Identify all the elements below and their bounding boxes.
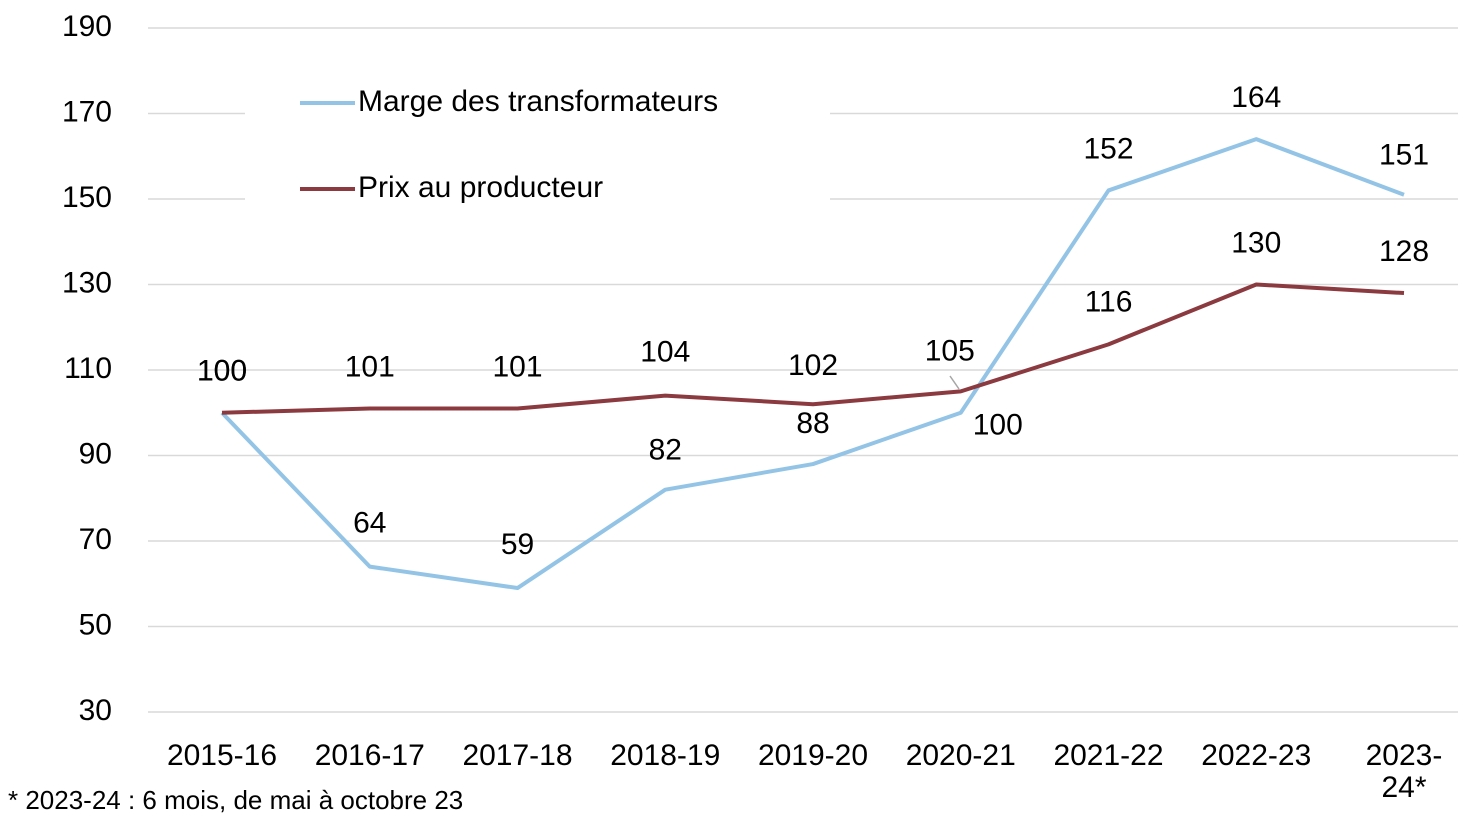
data-label: 101 bbox=[345, 350, 395, 383]
data-label: 105 bbox=[925, 334, 975, 367]
legend-box bbox=[245, 72, 830, 222]
data-label: 59 bbox=[501, 528, 534, 561]
series-line bbox=[221, 282, 1405, 415]
y-tick-label: 170 bbox=[62, 95, 112, 128]
data-label: 130 bbox=[1231, 226, 1281, 259]
leader-line bbox=[949, 375, 960, 390]
data-label: 101 bbox=[492, 350, 542, 383]
data-label: 64 bbox=[353, 507, 386, 540]
x-tick-label: 2018-19 bbox=[610, 739, 721, 772]
y-tick-label: 110 bbox=[64, 352, 112, 385]
y-tick-label: 130 bbox=[62, 266, 112, 299]
y-tick-label: 30 bbox=[79, 694, 112, 727]
series-line bbox=[220, 137, 1405, 591]
x-tick-label: 2020-21 bbox=[905, 739, 1016, 772]
data-label: 100 bbox=[197, 355, 247, 388]
y-tick-label: 50 bbox=[79, 608, 112, 641]
y-tick-label: 90 bbox=[79, 437, 112, 470]
data-label: 82 bbox=[649, 434, 682, 467]
y-tick-label: 190 bbox=[62, 10, 112, 43]
data-label: 102 bbox=[788, 349, 838, 382]
data-label: 100 bbox=[197, 355, 247, 388]
x-tick-label: 2016-17 bbox=[314, 739, 425, 772]
data-label: 151 bbox=[1379, 139, 1429, 172]
x-tick-label: 2019-20 bbox=[757, 739, 869, 772]
x-tick-label: 2021-22 bbox=[1053, 739, 1164, 772]
data-label: 164 bbox=[1231, 81, 1281, 114]
x-tick-label: 2015-16 bbox=[166, 739, 278, 772]
x-tick-label: 2023-24* bbox=[1365, 739, 1443, 804]
data-label: 152 bbox=[1083, 132, 1133, 165]
footnote: * 2023-24 : 6 mois, de mai à octobre 23 bbox=[8, 785, 464, 815]
data-label: 128 bbox=[1379, 235, 1429, 268]
data-label: 104 bbox=[640, 336, 690, 369]
legend-label: Prix au producteur bbox=[358, 171, 603, 204]
x-tick-label: 2022-23 bbox=[1201, 739, 1312, 772]
x-tick-label: 2017-18 bbox=[462, 739, 573, 772]
data-label: 100 bbox=[973, 409, 1023, 442]
data-label: 116 bbox=[1085, 285, 1133, 318]
y-tick-label: 70 bbox=[79, 523, 112, 556]
legend-label: Marge des transformateurs bbox=[358, 85, 718, 118]
data-label: 88 bbox=[796, 407, 829, 440]
y-tick-label: 150 bbox=[62, 181, 112, 214]
